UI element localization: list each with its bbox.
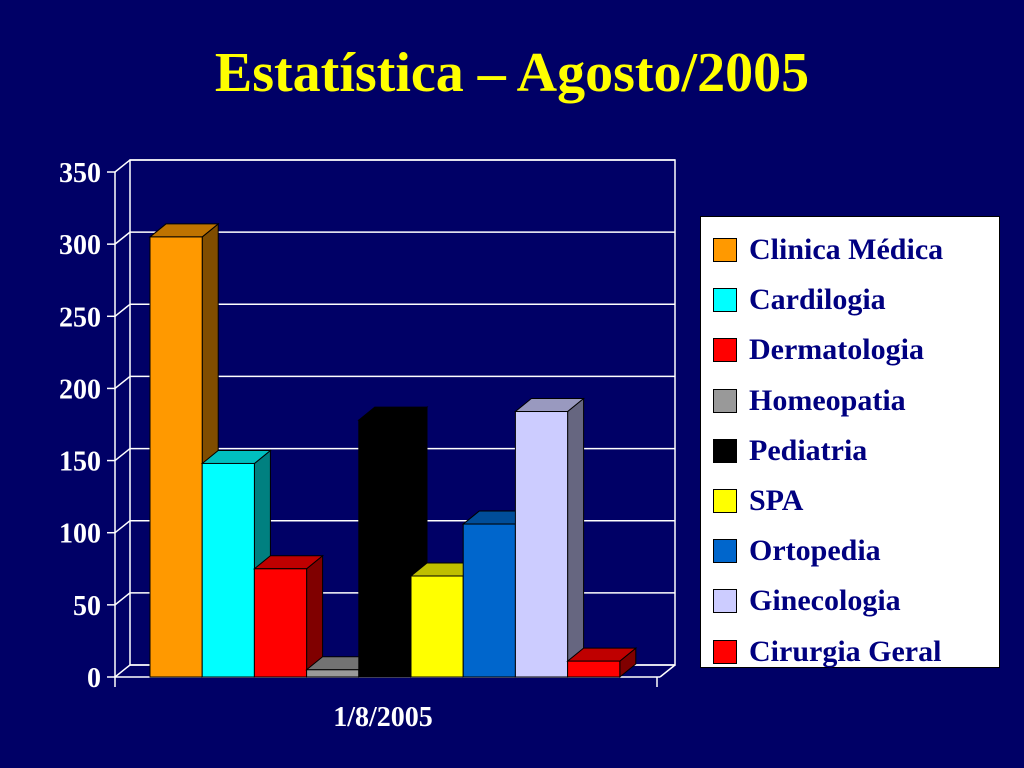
legend-item: Homeopatia <box>701 376 999 426</box>
legend-swatch <box>713 238 737 263</box>
legend-swatch <box>713 388 737 413</box>
legend-label: Dermatologia <box>749 333 924 367</box>
legend-label: SPA <box>749 484 804 518</box>
side-wall-line <box>114 159 131 173</box>
legend-item: Cardilogia <box>701 275 999 325</box>
y-tick-label: 0 <box>87 663 101 694</box>
x-category-labels: 1/8/2005 <box>333 702 433 733</box>
bar-side-face <box>567 397 585 679</box>
y-tick-label: 100 <box>59 519 101 550</box>
legend-item: Ginecologia <box>701 576 999 626</box>
legend-swatch <box>713 639 737 664</box>
legend-label: Clinica Médica <box>749 233 944 267</box>
floor-right-edge <box>659 664 676 678</box>
side-wall-line <box>114 231 131 245</box>
bar-front-face <box>306 669 360 678</box>
bar-front-face <box>201 462 255 678</box>
legend-swatch <box>713 288 737 313</box>
bar-front-face <box>410 575 464 678</box>
legend-label: Ginecologia <box>749 584 901 618</box>
bars <box>148 222 638 679</box>
bar-front-face <box>514 411 569 678</box>
y-tick-label: 200 <box>59 374 101 405</box>
side-wall-line <box>114 375 131 390</box>
legend-swatch <box>713 489 737 514</box>
bar-front-face <box>358 419 412 678</box>
bar-front-face <box>462 523 516 678</box>
legend-swatch <box>713 438 737 463</box>
legend-item: Pediatria <box>701 426 999 476</box>
legend-item: Cirurgia Geral <box>701 627 999 677</box>
legend-label: Pediatria <box>749 433 868 467</box>
side-wall-line <box>114 303 131 317</box>
legend-swatch <box>713 338 737 363</box>
legend-item: Dermatologia <box>701 325 999 375</box>
bar-cirurgia-geral <box>566 647 638 679</box>
y-tick-label: 300 <box>59 230 101 261</box>
side-wall-line <box>114 664 131 678</box>
side-wall-line <box>114 447 131 462</box>
legend-swatch <box>713 589 737 614</box>
y-tick-labels: 0 50 100 150 200 250 300 350 <box>59 158 101 694</box>
x-category-label: 1/8/2005 <box>333 702 433 733</box>
legend-item: SPA <box>701 476 999 526</box>
bar-front-face <box>567 660 621 678</box>
legend-item: Clinica Médica <box>701 225 999 275</box>
bar-front-face <box>253 568 308 678</box>
legend-label: Cirurgia Geral <box>749 634 942 668</box>
legend-label: Homeopatia <box>749 383 906 417</box>
y-tick-label: 50 <box>73 591 101 622</box>
y-tick-label: 250 <box>59 302 101 333</box>
slide-title: Estatística – Agosto/2005 <box>214 42 810 104</box>
legend: Clinica Médica Cardilogia Dermatologia Home… <box>700 216 1000 668</box>
y-tick-label: 350 <box>59 158 101 189</box>
bar-ginecologia <box>513 397 586 679</box>
legend-swatch <box>713 539 737 564</box>
legend-label: Cardilogia <box>749 283 886 317</box>
bar-dermatologia <box>252 554 325 679</box>
bar-front-face <box>149 236 203 678</box>
y-tick-label: 150 <box>59 447 101 478</box>
legend-item: Ortopedia <box>701 526 999 576</box>
side-wall-line <box>114 520 131 534</box>
side-wall-line <box>114 592 131 606</box>
legend-label: Ortopedia <box>749 534 881 568</box>
